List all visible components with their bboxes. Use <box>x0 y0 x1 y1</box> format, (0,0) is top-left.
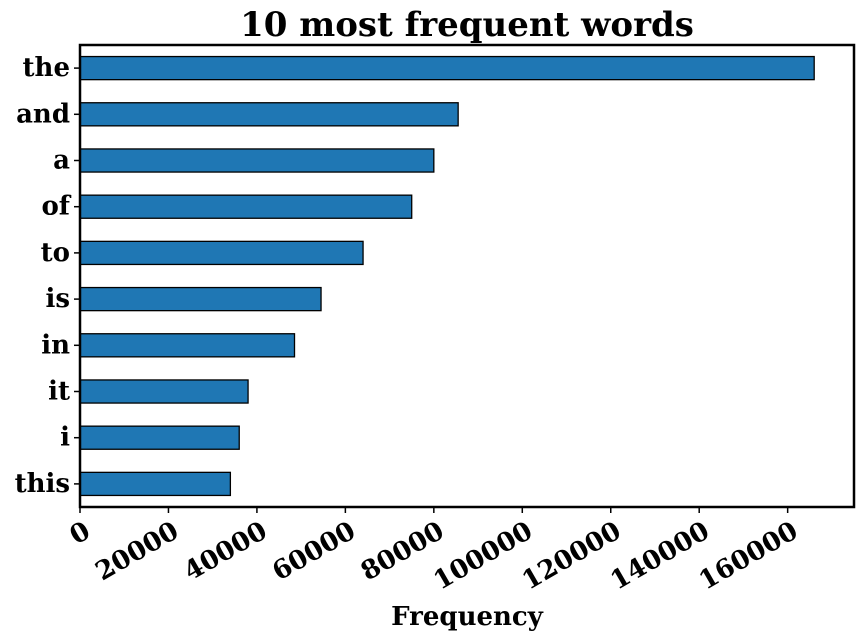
x-axis-ticks: 0200004000060000800001000001200001400001… <box>65 507 803 596</box>
category-label-to: to <box>41 238 70 268</box>
category-label-this: this <box>15 469 70 499</box>
bar-of <box>79 194 413 219</box>
category-label-it: it <box>48 377 70 407</box>
category-label-the: the <box>23 53 70 83</box>
bar-to <box>79 240 364 266</box>
category-label-of: of <box>41 192 71 222</box>
chart-title: 10 most frequent words <box>240 5 694 45</box>
bar-and <box>79 102 459 127</box>
x-tick-label: 160000 <box>694 516 803 596</box>
x-tick-label: 60000 <box>268 516 361 587</box>
x-tick-label: 40000 <box>179 516 272 587</box>
category-labels: the and a of to is in it i this <box>15 53 80 499</box>
category-label-in: in <box>41 330 70 360</box>
bar-i <box>79 425 240 450</box>
x-tick-label: 100000 <box>429 516 538 596</box>
category-label-is: is <box>45 284 70 314</box>
bar-a <box>79 148 435 173</box>
bar-in <box>79 333 296 358</box>
bar-it <box>79 379 249 404</box>
plot-area-frame <box>78 43 856 509</box>
x-tick-label: 140000 <box>606 516 715 596</box>
bar-this <box>79 471 232 497</box>
bar-the <box>79 55 815 81</box>
x-tick-label: 0 <box>65 516 96 551</box>
category-label-a: a <box>53 146 70 176</box>
x-tick-label: 20000 <box>91 516 184 587</box>
category-label-i: i <box>60 423 70 453</box>
x-tick-label: 120000 <box>517 516 626 596</box>
category-label-and: and <box>16 99 70 129</box>
x-axis-label: Frequency <box>391 602 544 632</box>
bar-is <box>79 286 322 312</box>
bars-group <box>79 55 815 497</box>
